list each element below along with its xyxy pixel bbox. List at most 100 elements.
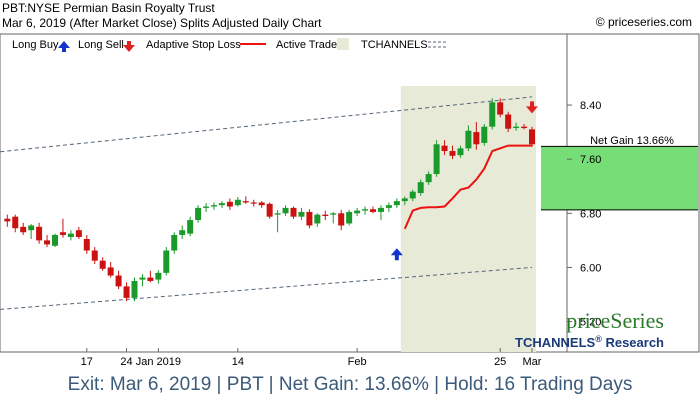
candle-body [36, 226, 43, 241]
legend-tchannels-label: TCHANNELS [361, 39, 428, 51]
x-axis-ticks: 17 24 Jan 2019 14 Feb 25 Mar [81, 348, 542, 368]
candle-body [377, 207, 384, 212]
candle-body [290, 207, 297, 217]
candle-body [489, 102, 496, 127]
candle-body [393, 201, 400, 206]
candle-body [107, 267, 114, 276]
candle-body [505, 114, 512, 129]
candle-body [139, 277, 146, 280]
candle-body [218, 203, 225, 206]
legend-buy-arrow-icon [58, 41, 70, 52]
candle-body [12, 216, 19, 229]
brand-research-suffix: Research [602, 335, 664, 350]
tchannel-upper-line [0, 96, 533, 153]
candle-body [473, 132, 480, 145]
legend-long-buy-label: Long Buy [12, 39, 59, 51]
candle-body [338, 213, 345, 226]
x-tick-label: 25 [494, 356, 506, 368]
candle-body [131, 280, 138, 298]
candle-body [266, 203, 273, 217]
candle-body [258, 202, 265, 206]
candle-body [115, 275, 122, 287]
candle-body [163, 250, 170, 273]
candle-body [147, 277, 154, 281]
candle-body [195, 207, 202, 221]
legend-adaptive-stop-label: Adaptive Stop Loss [146, 39, 241, 51]
brand-research-sup: ® [595, 334, 602, 344]
candle-body [417, 182, 424, 193]
legend-active-trade-label: Active Trade [276, 39, 337, 51]
candle-body [242, 201, 249, 203]
candle-body [20, 226, 27, 233]
candle-body [449, 151, 456, 156]
candle-body [441, 145, 448, 152]
candle-body [401, 198, 408, 202]
x-tick-label: 24 [120, 356, 132, 368]
x-tick-label: 17 [81, 356, 93, 368]
candle-body [187, 220, 194, 234]
candle-body [44, 240, 51, 245]
candle-body [457, 148, 464, 156]
candle-body [362, 209, 369, 211]
candle-body [99, 260, 106, 269]
tchannel-lower-line [0, 266, 533, 310]
candle-body [298, 211, 305, 217]
brand-research-name: TCHANNELS [515, 335, 595, 350]
legend-sell-arrow-icon [123, 41, 135, 52]
candle-body [529, 129, 535, 145]
candle-body [481, 126, 488, 143]
candle-body [171, 234, 178, 251]
candle-body [4, 218, 11, 222]
candle-body [346, 211, 353, 224]
priceseries-logo: priceSeries [566, 308, 664, 333]
candle-body [425, 174, 432, 183]
y-tick-label: 7.60 [580, 154, 601, 166]
copyright-label: © priceseries.com [595, 15, 692, 29]
footer-summary: Exit: Mar 6, 2019 | PBT | Net Gain: 13.6… [0, 370, 700, 400]
candle-body [59, 232, 66, 235]
price-chart: Net Gain 13.66% 8.40 7.60 6.80 6.00 5.20 17 2… [0, 33, 700, 368]
candle-body [433, 144, 440, 175]
long-sell-arrow-icon [526, 101, 538, 114]
candle-body [123, 286, 130, 298]
candle-body [155, 272, 162, 280]
candle-body [306, 211, 313, 226]
y-axis-ticks: 8.40 7.60 6.80 6.00 5.20 [567, 100, 601, 329]
candle-body [497, 102, 504, 115]
candle-body [179, 230, 186, 235]
candle-body [282, 207, 289, 214]
candle-body [370, 209, 376, 212]
candles-group [4, 98, 535, 302]
y-tick-label: 6.00 [580, 262, 601, 274]
candle-body [91, 250, 98, 261]
net-gain-label: Net Gain 13.66% [590, 135, 674, 147]
candle-body [226, 201, 233, 207]
x-tick-label: Jan 2019 [136, 356, 181, 368]
x-tick-label: 14 [232, 356, 244, 368]
candle-body [330, 213, 337, 215]
chart-title: PBT:NYSE Permian Basin Royalty Trust [2, 1, 215, 15]
candle-body [75, 230, 82, 237]
candle-body [250, 202, 257, 204]
y-tick-label: 8.40 [580, 100, 601, 112]
candle-body [409, 191, 416, 199]
chart-subtitle: Mar 6, 2019 (After Market Close) Splits … [2, 16, 322, 30]
candle-body [354, 210, 361, 214]
candle-body [67, 233, 74, 237]
legend: Long Buy Long Sell Adaptive Stop Loss Ac… [12, 38, 448, 52]
candle-body [314, 214, 321, 224]
y-tick-label: 6.80 [580, 208, 601, 220]
legend-long-sell-label: Long Sell [78, 39, 124, 51]
candle-body [28, 225, 35, 231]
candle-body [234, 199, 241, 206]
candle-body [385, 205, 392, 208]
x-tick-label: Mar [523, 356, 542, 368]
candle-body [513, 126, 520, 129]
candle-body [521, 126, 528, 129]
adaptive-stop-line [403, 144, 532, 230]
x-tick-label: Feb [348, 356, 367, 368]
candle-body [274, 213, 281, 215]
candle-body [465, 130, 472, 149]
long-buy-arrow-icon [390, 248, 403, 261]
candle-body [211, 205, 217, 207]
